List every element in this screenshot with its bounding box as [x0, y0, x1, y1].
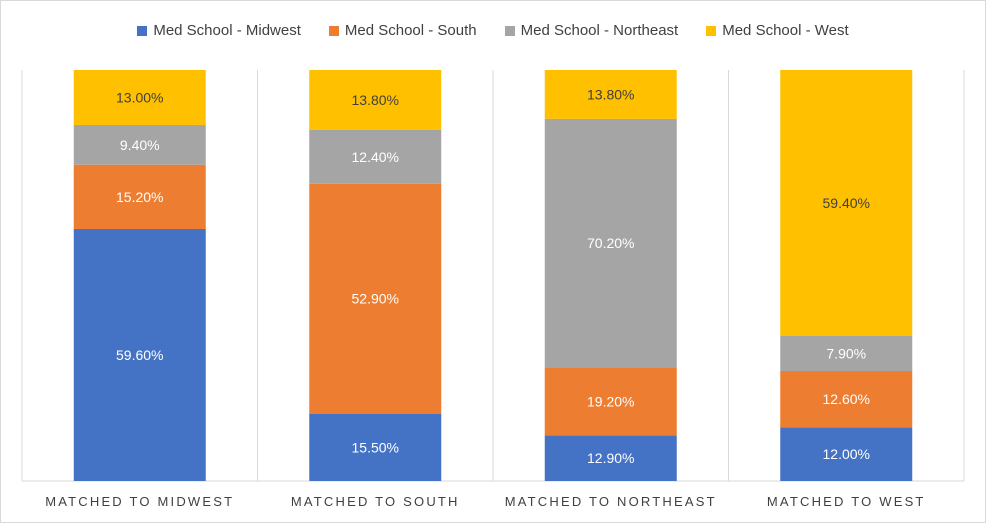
bar-segment [73, 228, 206, 481]
legend-label: Med School - West [722, 22, 849, 39]
data-label: 59.40% [823, 195, 870, 211]
legend-item-south: Med School - South [328, 22, 477, 39]
bar-segment [544, 118, 677, 368]
data-label: 15.50% [352, 439, 399, 455]
data-label: 15.20% [116, 189, 163, 205]
category-label: MATCHED TO NORTHEAST [505, 494, 717, 509]
bar-segment [309, 183, 442, 414]
legend-label: Med School - Northeast [520, 22, 679, 39]
data-label: 59.60% [116, 347, 163, 363]
bar-segment [309, 70, 442, 130]
data-label: 13.00% [116, 89, 163, 105]
bar-segment [544, 70, 677, 119]
bar-segment [544, 435, 677, 481]
bar-segment [780, 370, 913, 428]
data-label: 12.90% [587, 450, 634, 466]
bar-segment [780, 427, 913, 481]
bar-segment [73, 164, 206, 229]
legend-swatch [706, 25, 717, 36]
bar-segment [780, 335, 913, 371]
legend-label: Med School - South [344, 22, 477, 39]
data-label: 12.60% [823, 391, 870, 407]
category-label: MATCHED TO MIDWEST [45, 494, 234, 509]
legend-item-midwest: Med School - Midwest [137, 22, 301, 39]
legend-label: Med School - Midwest [153, 22, 301, 39]
bar-segment [544, 367, 677, 436]
data-label: 9.40% [120, 137, 160, 153]
category-label: MATCHED TO WEST [767, 494, 926, 509]
legend-item-west: Med School - West [706, 22, 849, 39]
legend-item-northeast: Med School - Northeast [504, 22, 679, 39]
bar-segment [73, 124, 206, 165]
data-label: 70.20% [587, 235, 634, 251]
legend: Med School - Midwest Med School - South … [0, 22, 986, 39]
data-label: 12.40% [352, 149, 399, 165]
legend-swatch [504, 25, 515, 36]
bar-segment [73, 70, 206, 125]
legend-swatch [137, 25, 148, 36]
legend-swatch [328, 25, 339, 36]
category-label: MATCHED TO SOUTH [291, 494, 460, 509]
data-label: 7.90% [826, 345, 866, 361]
data-label: 19.20% [587, 393, 634, 409]
data-label: 52.90% [352, 291, 399, 307]
data-label: 13.80% [587, 86, 634, 102]
data-label: 12.00% [823, 446, 870, 462]
data-label: 13.80% [352, 92, 399, 108]
bar-segment [309, 413, 442, 481]
bar-segment [780, 70, 913, 336]
bar-segment [309, 129, 442, 184]
